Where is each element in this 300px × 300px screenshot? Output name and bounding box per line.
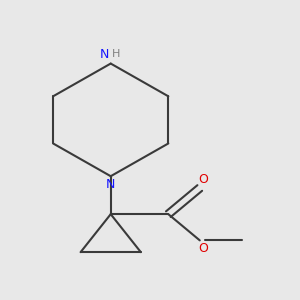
Text: O: O (198, 173, 208, 186)
Text: N: N (100, 49, 110, 62)
Text: N: N (106, 178, 116, 190)
Text: H: H (112, 49, 120, 59)
Text: O: O (198, 242, 208, 255)
